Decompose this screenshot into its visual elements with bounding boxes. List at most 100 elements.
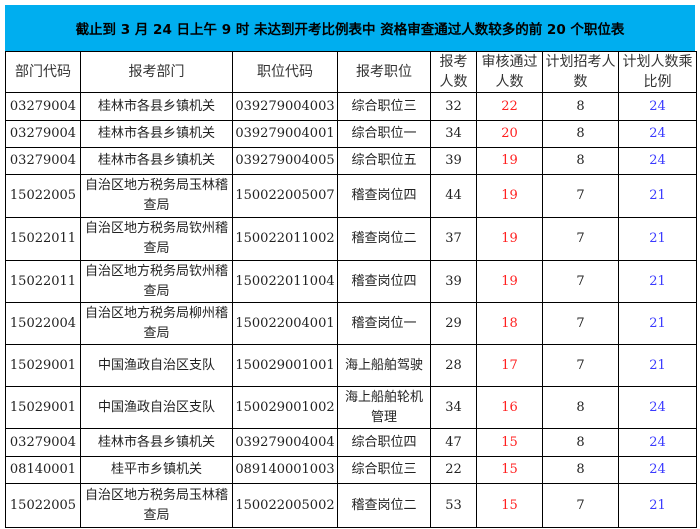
cell-planned: 8 <box>542 120 619 148</box>
cell-position-code: 150029001001 <box>232 344 338 387</box>
cell-planned-ratio: 24 <box>618 120 697 148</box>
cell-applicants: 22 <box>430 456 477 484</box>
cell-applicants: 34 <box>430 386 477 429</box>
cell-position-code: 089140001003 <box>232 456 338 484</box>
cell-applicants: 37 <box>430 217 477 261</box>
cell-dept-name: 自治区地方税务局玉林稽查局 <box>80 174 233 218</box>
cell-applicants: 29 <box>430 302 477 345</box>
cell-planned: 7 <box>542 260 619 303</box>
cell-passed: 18 <box>476 302 543 345</box>
cell-passed: 20 <box>476 120 543 148</box>
cell-planned-ratio: 21 <box>618 483 697 528</box>
cell-dept-name: 自治区地方税务局柳州稽查局 <box>80 302 233 345</box>
cell-planned: 7 <box>542 174 619 218</box>
table-row: 15022005 自治区地方税务局玉林稽查局 150022005007 稽查岗位四 44… <box>5 174 697 218</box>
cell-dept-name: 中国渔政自治区支队 <box>80 386 233 429</box>
cell-position-code: 039279004001 <box>232 120 338 148</box>
positions-table: 部门代码 报考部门 职位代码 报考职位 报考人数 审核通过人数 计划招考人数 计划人数乘比例 … <box>5 51 697 528</box>
cell-position-code: 039279004003 <box>232 92 338 121</box>
cell-planned-ratio: 24 <box>618 147 697 175</box>
cell-position-name: 综合职位五 <box>337 147 431 175</box>
header-planned: 计划招考人数 <box>542 51 619 93</box>
cell-dept-name: 桂林市各县乡镇机关 <box>80 92 233 121</box>
cell-dept-code: 15022011 <box>5 260 81 303</box>
cell-passed: 22 <box>476 92 543 121</box>
cell-passed: 16 <box>476 386 543 429</box>
table-row: 03279004 桂林市各县乡镇机关 039279004004 综合职位四 47 15 8 2… <box>5 428 697 457</box>
cell-position-name: 稽查岗位四 <box>337 260 431 303</box>
cell-applicants: 53 <box>430 483 477 528</box>
cell-dept-code: 03279004 <box>5 120 81 148</box>
cell-planned-ratio: 21 <box>618 260 697 303</box>
cell-dept-code: 15022005 <box>5 174 81 218</box>
header-position-name: 报考职位 <box>337 51 431 93</box>
cell-planned: 8 <box>542 456 619 484</box>
table-row: 15022005 自治区地方税务局玉林稽查局 150022005002 稽查岗位二 53… <box>5 483 697 528</box>
cell-planned: 8 <box>542 386 619 429</box>
table-row: 15029001 中国渔政自治区支队 150029001001 海上船舶驾驶 28 17 7… <box>5 344 697 387</box>
cell-passed: 15 <box>476 456 543 484</box>
cell-passed: 19 <box>476 260 543 303</box>
cell-position-name: 海上船舶轮机管理 <box>337 386 431 429</box>
cell-passed: 15 <box>476 428 543 457</box>
cell-position-name: 稽查岗位二 <box>337 483 431 528</box>
cell-applicants: 44 <box>430 174 477 218</box>
cell-passed: 17 <box>476 344 543 387</box>
header-passed: 审核通过人数 <box>476 51 543 93</box>
cell-applicants: 28 <box>430 344 477 387</box>
cell-dept-code: 15022011 <box>5 217 81 261</box>
cell-planned-ratio: 24 <box>618 456 697 484</box>
cell-dept-code: 15022005 <box>5 483 81 528</box>
cell-position-name: 稽查岗位二 <box>337 217 431 261</box>
cell-dept-code: 15029001 <box>5 344 81 387</box>
header-position-code: 职位代码 <box>232 51 338 93</box>
cell-position-code: 150029001002 <box>232 386 338 429</box>
cell-position-code: 150022005007 <box>232 174 338 218</box>
cell-planned-ratio: 21 <box>618 217 697 261</box>
cell-position-name: 综合职位三 <box>337 456 431 484</box>
cell-applicants: 39 <box>430 147 477 175</box>
cell-passed: 15 <box>476 483 543 528</box>
cell-applicants: 34 <box>430 120 477 148</box>
cell-planned: 7 <box>542 344 619 387</box>
cell-position-code: 150022005002 <box>232 483 338 528</box>
cell-position-name: 综合职位三 <box>337 92 431 121</box>
cell-dept-code: 15022004 <box>5 302 81 345</box>
header-dept-code: 部门代码 <box>5 51 81 93</box>
cell-position-code: 150022011004 <box>232 260 338 303</box>
cell-planned: 8 <box>542 147 619 175</box>
cell-planned: 8 <box>542 92 619 121</box>
cell-passed: 19 <box>476 147 543 175</box>
cell-planned: 7 <box>542 217 619 261</box>
header-dept-name: 报考部门 <box>80 51 233 93</box>
cell-planned-ratio: 21 <box>618 344 697 387</box>
cell-dept-name: 桂林市各县乡镇机关 <box>80 120 233 148</box>
cell-dept-name: 桂平市乡镇机关 <box>80 456 233 484</box>
cell-dept-name: 桂林市各县乡镇机关 <box>80 428 233 457</box>
cell-applicants: 47 <box>430 428 477 457</box>
cell-planned-ratio: 24 <box>618 386 697 429</box>
cell-passed: 19 <box>476 174 543 218</box>
cell-dept-code: 08140001 <box>5 456 81 484</box>
cell-position-name: 海上船舶驾驶 <box>337 344 431 387</box>
cell-applicants: 39 <box>430 260 477 303</box>
cell-planned-ratio: 21 <box>618 302 697 345</box>
cell-position-name: 稽查岗位一 <box>337 302 431 345</box>
cell-dept-code: 03279004 <box>5 428 81 457</box>
table-row: 15029001 中国渔政自治区支队 150029001002 海上船舶轮机管理 34 1… <box>5 386 697 429</box>
cell-position-name: 综合职位一 <box>337 120 431 148</box>
cell-dept-code: 03279004 <box>5 147 81 175</box>
table-row: 03279004 桂林市各县乡镇机关 039279004005 综合职位五 39 19 8 2… <box>5 147 697 175</box>
cell-planned-ratio: 24 <box>618 428 697 457</box>
cell-position-name: 综合职位四 <box>337 428 431 457</box>
cell-dept-name: 自治区地方税务局玉林稽查局 <box>80 483 233 528</box>
cell-position-code: 150022004001 <box>232 302 338 345</box>
cell-passed: 19 <box>476 217 543 261</box>
table-row: 15022004 自治区地方税务局柳州稽查局 150022004001 稽查岗位一 29… <box>5 302 697 345</box>
cell-position-code: 150022011002 <box>232 217 338 261</box>
cell-dept-code: 15029001 <box>5 386 81 429</box>
table-title: 截止到 3 月 24 日上午 9 时 未达到开考比例表中 资格审查通过人数较多的… <box>5 5 695 51</box>
cell-position-code: 039279004005 <box>232 147 338 175</box>
cell-applicants: 32 <box>430 92 477 121</box>
cell-planned-ratio: 21 <box>618 174 697 218</box>
